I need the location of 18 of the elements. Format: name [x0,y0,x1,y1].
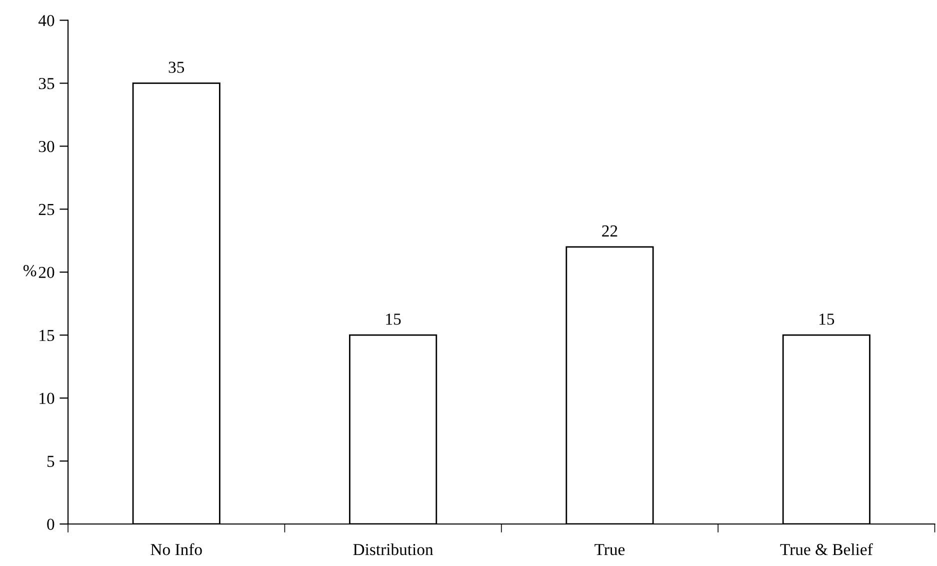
data-label: 15 [820,314,834,325]
y-tick-label: 35 [38,78,54,90]
y-axis-title: % [23,265,36,276]
x-tick-label: No Info [150,543,202,556]
y-tick-label: 15 [40,330,54,342]
y-tick-label: 30 [38,140,54,152]
y-tick-label: 20 [38,266,54,278]
x-tick-label: True [594,544,625,556]
y-tick-label: 10 [40,392,54,404]
x-tick-label: Distribution [353,543,434,556]
x-tick-label: True & Belief [780,543,873,556]
y-tick-label: 25 [38,204,54,216]
y-tick-label: 5 [47,456,54,467]
data-label: 22 [602,225,618,236]
data-label: 15 [386,314,401,325]
data-label: 35 [168,62,184,73]
y-tick-label: 40 [38,14,54,26]
y-tick-label: 0 [47,518,54,530]
